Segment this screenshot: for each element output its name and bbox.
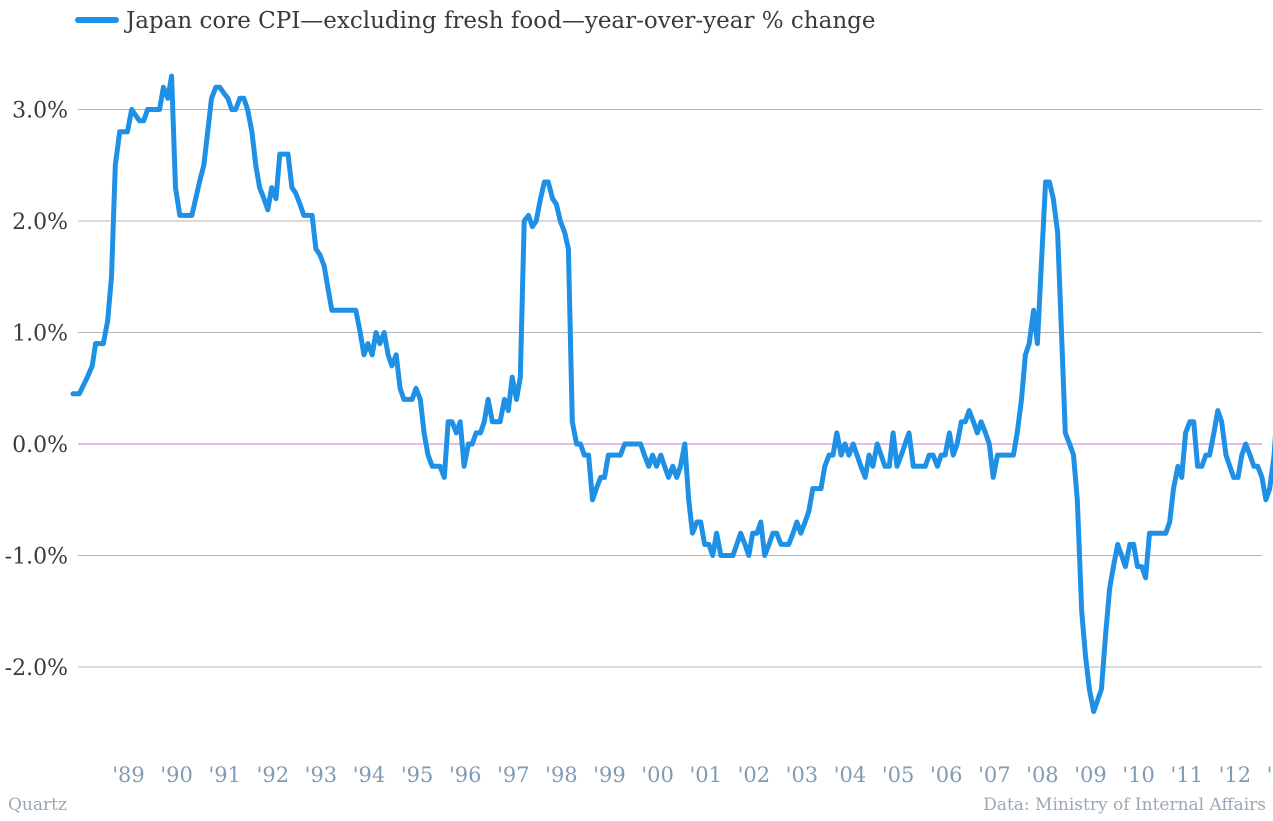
x-tick-label: '12 <box>1219 763 1252 787</box>
data-source-label: Data: Ministry of Internal Affairs <box>983 795 1266 815</box>
legend: Japan core CPI—excluding fresh food—year… <box>75 8 875 34</box>
x-tick-label: '02 <box>738 763 771 787</box>
y-tick-label: 2.0% <box>12 210 68 235</box>
x-tick-label: '10 <box>1122 763 1155 787</box>
x-tick-label: '13 <box>1267 763 1273 787</box>
x-tick-label: '06 <box>930 763 963 787</box>
x-tick-label: '07 <box>978 763 1011 787</box>
x-tick-label: '92 <box>257 763 290 787</box>
x-tick-label: '05 <box>882 763 915 787</box>
grid-lines <box>78 109 1262 668</box>
legend-label: Japan core CPI—excluding fresh food—year… <box>124 8 875 34</box>
x-tick-label: '89 <box>112 763 145 787</box>
y-axis-ticks: 3.0% 2.0% 1.0% 0.0% -1.0% -2.0% <box>5 99 68 682</box>
x-tick-label: '11 <box>1170 763 1203 787</box>
y-tick-label: 1.0% <box>12 322 68 347</box>
y-tick-label: -2.0% <box>5 656 68 681</box>
x-tick-label: '93 <box>305 763 338 787</box>
x-tick-label: '90 <box>160 763 193 787</box>
x-axis-ticks: '89 '90 '91 '92 '93 '94 '95 '96 '97 '98 '99 '00 '01 '… <box>112 763 1273 787</box>
y-tick-label: -1.0% <box>5 545 68 570</box>
y-tick-label: 3.0% <box>12 99 68 124</box>
x-tick-label: '96 <box>449 763 482 787</box>
x-tick-label: '08 <box>1026 763 1059 787</box>
x-tick-label: '99 <box>593 763 626 787</box>
x-tick-label: '98 <box>545 763 578 787</box>
x-tick-label: '09 <box>1074 763 1107 787</box>
x-tick-label: '97 <box>497 763 530 787</box>
x-tick-label: '91 <box>208 763 241 787</box>
x-tick-label: '03 <box>786 763 819 787</box>
series-line <box>70 73 1273 715</box>
x-tick-label: '95 <box>401 763 434 787</box>
y-tick-label: 0.0% <box>12 433 68 458</box>
x-tick-label: '04 <box>834 763 867 787</box>
x-tick-label: '01 <box>689 763 722 787</box>
series-layer <box>70 73 1273 715</box>
x-tick-label: '94 <box>353 763 386 787</box>
source-credit: Quartz <box>8 795 67 815</box>
x-tick-label: '00 <box>641 763 674 787</box>
